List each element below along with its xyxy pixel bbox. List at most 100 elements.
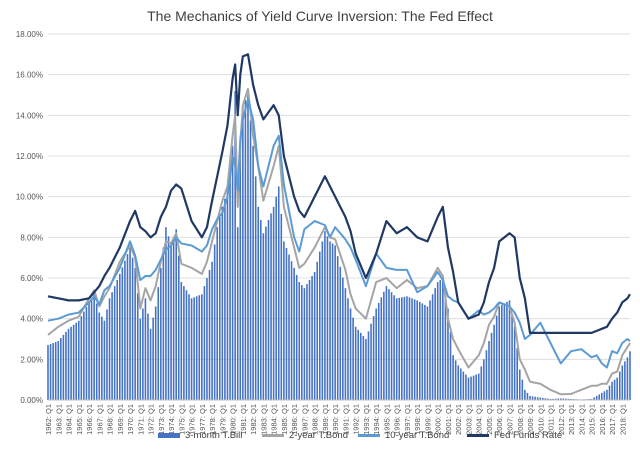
- bar-3-month-t-bill: [318, 251, 321, 400]
- bar-3-month-t-bill: [624, 361, 626, 400]
- bar-3-month-t-bill: [603, 391, 606, 400]
- x-tick-label: 1968: Q1: [106, 404, 115, 435]
- x-tick-label: 1983: Q1: [259, 404, 268, 435]
- bar-3-month-t-bill: [103, 320, 106, 400]
- bar-3-month-t-bill: [280, 213, 283, 400]
- x-tick-label: 1962: Q1: [44, 404, 53, 435]
- x-tick-label: 1984: Q1: [270, 404, 279, 435]
- x-tick-label: 2016: Q1: [598, 404, 607, 435]
- legend-label: Fed Funds Rate: [494, 430, 563, 441]
- bar-3-month-t-bill: [331, 243, 334, 400]
- bar-3-month-t-bill: [190, 298, 193, 400]
- bar-3-month-t-bill: [547, 398, 549, 400]
- bar-3-month-t-bill: [534, 396, 536, 400]
- bar-3-month-t-bill: [57, 341, 60, 400]
- bar-3-month-t-bill: [52, 343, 54, 400]
- bar-3-month-t-bill: [557, 398, 560, 400]
- bar-3-month-t-bill: [601, 392, 603, 400]
- bar-3-month-t-bill: [65, 331, 67, 400]
- bar-3-month-t-bill: [324, 231, 326, 400]
- bar-3-month-t-bill: [513, 326, 516, 400]
- y-tick-label: 6.00%: [20, 274, 43, 283]
- bar-3-month-t-bill: [444, 293, 447, 400]
- bar-3-month-t-bill: [47, 345, 49, 400]
- bar-3-month-t-bill: [334, 245, 336, 400]
- bar-3-month-t-bill: [216, 227, 219, 400]
- bar-3-month-t-bill: [311, 275, 313, 400]
- bar-3-month-t-bill: [406, 296, 408, 400]
- x-tick-label: 2002: Q1: [454, 404, 463, 435]
- bar-3-month-t-bill: [247, 95, 249, 400]
- bar-3-month-t-bill: [85, 306, 88, 400]
- bar-3-month-t-bill: [72, 324, 75, 400]
- bar-3-month-t-bill: [349, 308, 352, 400]
- bar-3-month-t-bill: [262, 233, 265, 400]
- bar-3-month-t-bill: [375, 308, 377, 400]
- bar-3-month-t-bill: [208, 269, 211, 400]
- bar-3-month-t-bill: [531, 396, 534, 400]
- legend-swatch: [467, 433, 489, 437]
- bar-3-month-t-bill: [367, 331, 370, 400]
- x-tick-label: 1972: Q1: [147, 404, 156, 435]
- bar-3-month-t-bill: [618, 371, 621, 400]
- legend-swatch: [358, 433, 380, 437]
- bar-3-month-t-bill: [218, 217, 221, 400]
- bar-3-month-t-bill: [483, 359, 485, 400]
- bar-3-month-t-bill: [388, 289, 390, 400]
- bar-3-month-t-bill: [254, 176, 257, 400]
- bar-3-month-t-bill: [493, 324, 495, 400]
- bar-3-month-t-bill: [131, 257, 134, 400]
- x-tick-label: 2013: Q1: [567, 404, 576, 435]
- bar-3-month-t-bill: [295, 274, 298, 400]
- bar-3-month-t-bill: [329, 241, 331, 400]
- bar-3-month-t-bill: [165, 227, 167, 400]
- bar-3-month-t-bill: [390, 292, 393, 400]
- y-tick-label: 4.00%: [20, 315, 43, 324]
- bar-3-month-t-bill: [211, 261, 213, 400]
- x-tick-label: 1981: Q1: [239, 404, 248, 435]
- bar-3-month-t-bill: [411, 298, 413, 400]
- bar-3-month-t-bill: [454, 360, 457, 400]
- x-tick-label: 2001: Q1: [444, 404, 453, 435]
- bar-3-month-t-bill: [221, 206, 224, 400]
- bar-3-month-t-bill: [526, 392, 529, 400]
- bar-3-month-t-bill: [539, 397, 542, 400]
- x-tick-label: 1979: Q1: [218, 404, 227, 435]
- bar-3-month-t-bill: [424, 304, 426, 400]
- bar-3-month-t-bill: [126, 254, 129, 400]
- bar-3-month-t-bill: [485, 350, 488, 400]
- bar-3-month-t-bill: [283, 241, 285, 400]
- bar-3-month-t-bill: [442, 278, 444, 400]
- bar-3-month-t-bill: [518, 369, 521, 400]
- bar-3-month-t-bill: [124, 260, 126, 400]
- bar-3-month-t-bill: [270, 213, 272, 400]
- x-tick-label: 2003: Q1: [464, 404, 473, 435]
- bar-3-month-t-bill: [357, 329, 360, 400]
- x-tick-label: 1963: Q1: [54, 404, 63, 435]
- bar-3-month-t-bill: [431, 294, 434, 400]
- bar-3-month-t-bill: [598, 394, 601, 400]
- bar-3-month-t-bill: [206, 278, 208, 400]
- x-tick-label: 1967: Q1: [95, 404, 104, 435]
- x-tick-label: 1991: Q1: [341, 404, 350, 435]
- bar-3-month-t-bill: [590, 398, 593, 400]
- bar-3-month-t-bill: [180, 282, 183, 400]
- x-tick-label: 2007: Q1: [505, 404, 514, 435]
- bar-3-month-t-bill: [170, 245, 172, 400]
- bar-3-month-t-bill: [244, 100, 247, 400]
- bar-3-month-t-bill: [213, 244, 216, 400]
- bar-3-month-t-bill: [542, 397, 544, 400]
- bar-3-month-t-bill: [203, 286, 206, 400]
- bar-3-month-t-bill: [344, 288, 347, 400]
- bar-3-month-t-bill: [234, 90, 236, 400]
- bar-3-month-t-bill: [552, 398, 554, 400]
- bar-3-month-t-bill: [429, 300, 431, 400]
- bar-3-month-t-bill: [449, 331, 452, 400]
- x-tick-label: 2009: Q1: [526, 404, 535, 435]
- bar-3-month-t-bill: [352, 317, 354, 400]
- bar-3-month-t-bill: [567, 398, 570, 400]
- x-tick-label: 2011: Q1: [547, 404, 556, 434]
- bar-3-month-t-bill: [231, 145, 234, 400]
- bar-3-month-t-bill: [275, 196, 277, 400]
